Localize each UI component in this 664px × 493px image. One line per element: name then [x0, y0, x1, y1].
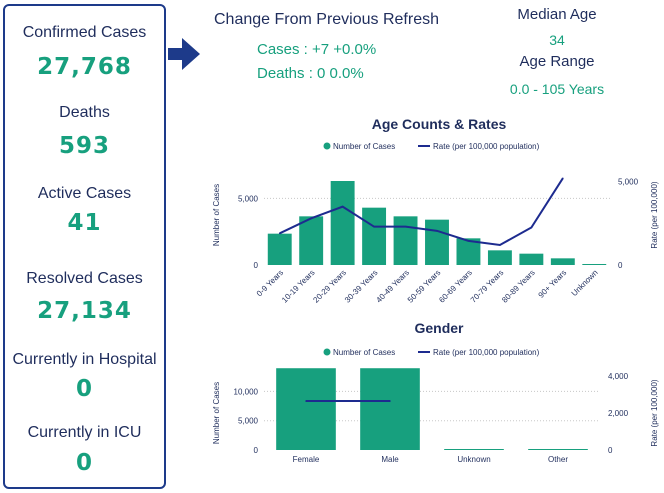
x-tick-label: Unknown [570, 268, 600, 298]
y2-tick-label: 0 [618, 261, 623, 270]
rate-point [467, 240, 470, 242]
bar [330, 181, 355, 265]
bar [487, 250, 512, 265]
age-chart-legend: Number of Cases Rate (per 100,000 popula… [323, 142, 540, 151]
y2-tick-label: 2,000 [608, 409, 629, 418]
bar [582, 264, 607, 265]
age-range-label: Age Range [519, 53, 595, 70]
legend-cases-label: Number of Cases [333, 348, 395, 357]
icu-value: 0 [75, 450, 93, 476]
deaths-value: 593 [58, 133, 110, 159]
y2-tick-label: 5,000 [618, 178, 639, 187]
rate-point [389, 400, 391, 402]
x-tick-label: Male [381, 455, 399, 464]
resolved-cases-value: 27,134 [37, 298, 132, 324]
age-chart: Age Counts & Rates Number of Cases Rate … [212, 116, 659, 305]
resolved-cases-label: Resolved Cases [26, 270, 143, 287]
gender-y2-axis-label: Rate (per 100,000) [650, 379, 659, 446]
rate-point [310, 217, 312, 220]
gender-chart-legend: Number of Cases Rate (per 100,000 popula… [323, 348, 540, 357]
hospital-label: Currently in Hospital [12, 351, 157, 368]
arrow-right-icon [168, 38, 200, 70]
stats-card: Confirmed Cases 27,768 Deaths 593 Active… [3, 4, 166, 489]
rate-point [341, 205, 344, 208]
x-tick-label: Unknown [457, 455, 490, 464]
bar [267, 233, 292, 265]
rate-point [404, 225, 407, 228]
median-age-label: Median Age [517, 6, 597, 23]
age-range-value: 0.0 - 105 Years [509, 81, 605, 97]
rate-line [279, 177, 564, 247]
y-tick-label: 10,000 [234, 387, 259, 396]
y-tick-label: 0 [254, 446, 259, 455]
rate-point [305, 400, 307, 402]
rate-point [562, 177, 564, 180]
change-deaths: Deaths : 0 0.0% [257, 65, 364, 82]
legend-rate-label: Rate (per 100,000 population) [433, 142, 540, 151]
bar [444, 449, 504, 450]
x-tick-label: Other [548, 455, 568, 464]
rate-point [278, 232, 281, 235]
age-chart-title: Age Counts & Rates [372, 116, 507, 132]
x-tick-label: Female [293, 455, 320, 464]
gender-chart-title: Gender [414, 320, 464, 336]
y-tick-label: 5,000 [238, 417, 259, 426]
x-tick-label: 80-89 Years [500, 268, 537, 305]
legend-cases-swatch [323, 348, 331, 356]
bar [528, 449, 588, 450]
x-tick-label: 90+ Years [537, 268, 569, 300]
gender-y-axis-label: Number of Cases [212, 382, 221, 444]
bar [550, 258, 575, 265]
change-cases: Cases : +7 +0.0% [257, 41, 377, 58]
icu-label: Currently in ICU [27, 424, 142, 441]
bar [362, 207, 387, 265]
x-tick-label: 0-9 Years [255, 268, 285, 298]
bar [299, 216, 324, 265]
active-cases-label: Active Cases [37, 185, 132, 202]
change-title: Change From Previous Refresh [214, 11, 439, 28]
bar [360, 368, 420, 450]
legend-cases-swatch [323, 142, 331, 150]
y-tick-label: 5,000 [238, 194, 259, 203]
legend-cases-label: Number of Cases [333, 142, 395, 151]
age-y2-axis-label: Rate (per 100,000) [650, 181, 659, 248]
bar [519, 253, 544, 265]
age-y-axis-label: Number of Cases [212, 184, 221, 246]
legend-rate-label: Rate (per 100,000 population) [433, 348, 540, 357]
rate-point [530, 226, 533, 229]
confirmed-cases-value: 27,768 [37, 54, 132, 80]
median-age-value: 34 [549, 32, 565, 48]
hospital-value: 0 [75, 376, 93, 402]
confirmed-cases-label: Confirmed Cases [22, 24, 147, 41]
bar [456, 238, 481, 265]
gender-chart: Gender Number of Cases Rate (per 100,000… [212, 320, 659, 464]
bar [276, 368, 336, 450]
rate-point [373, 225, 375, 228]
y-tick-label: 0 [254, 261, 259, 270]
rate-point [499, 244, 501, 246]
active-cases-value: 41 [67, 210, 102, 236]
bar [425, 219, 449, 265]
rate-point [436, 230, 438, 232]
y2-tick-label: 0 [608, 446, 613, 455]
deaths-label: Deaths [59, 104, 110, 121]
y2-tick-label: 4,000 [608, 372, 629, 381]
bar [393, 216, 418, 265]
